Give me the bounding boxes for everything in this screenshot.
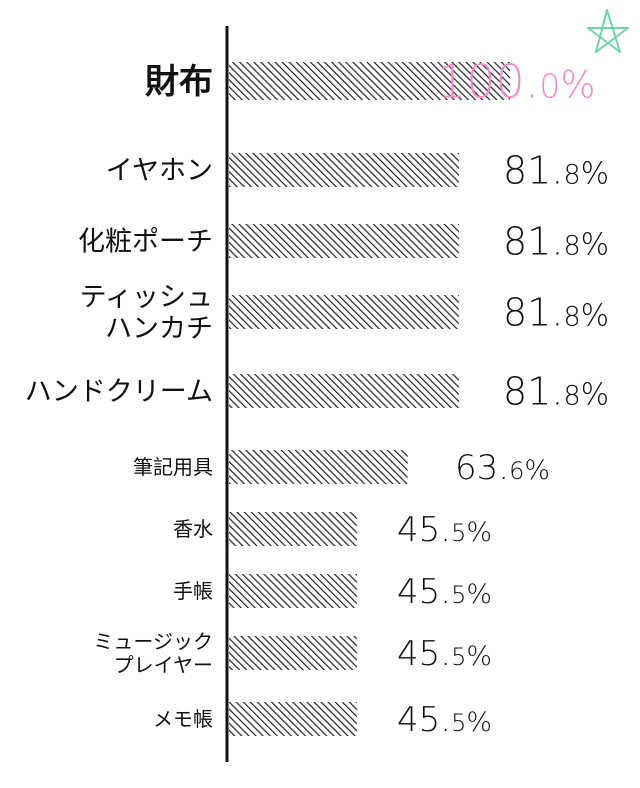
value-label-4: 81.8% <box>503 370 609 414</box>
category-label-6: 香水 <box>173 517 213 541</box>
category-label-2: 化粧ポーチ <box>78 227 213 258</box>
bar-0 <box>229 62 510 100</box>
category-label-8-line1: プレイヤー <box>114 653 213 677</box>
value-label-1: 81.8% <box>503 149 609 193</box>
bar-2 <box>229 224 459 258</box>
category-label-3-line1: ハンカチ <box>105 314 213 345</box>
value-label-6: 45.5% <box>397 510 492 550</box>
bar-9 <box>229 702 357 736</box>
category-label-7: 手帳 <box>173 579 213 603</box>
bar-8 <box>229 636 357 670</box>
value-label-7: 45.5% <box>397 572 492 612</box>
value-label-3: 81.8% <box>503 291 609 335</box>
value-label-2: 81.8% <box>503 220 609 264</box>
value-label-9: 45.5% <box>397 700 492 740</box>
bar-1 <box>229 153 459 187</box>
category-label-1: イヤホン <box>106 156 213 187</box>
category-label-0: 財布 <box>145 62 213 102</box>
bar-3 <box>229 295 459 329</box>
category-label-8-line0: ミュージック <box>93 629 213 653</box>
bar-5 <box>229 450 408 484</box>
category-label-3-line0: ティッシュ <box>80 282 213 313</box>
bar-4 <box>229 374 459 408</box>
star-icon <box>587 9 629 53</box>
category-label-4: ハンドクリーム <box>25 377 213 408</box>
category-label-9: メモ帳 <box>153 707 213 731</box>
value-label-8: 45.5% <box>397 634 492 674</box>
value-label-5: 63.6% <box>455 448 550 488</box>
bar-7 <box>229 574 357 608</box>
bar-6 <box>229 512 357 546</box>
value-label-0: 100.0% <box>437 55 596 109</box>
category-label-5: 筆記用具 <box>133 455 213 479</box>
